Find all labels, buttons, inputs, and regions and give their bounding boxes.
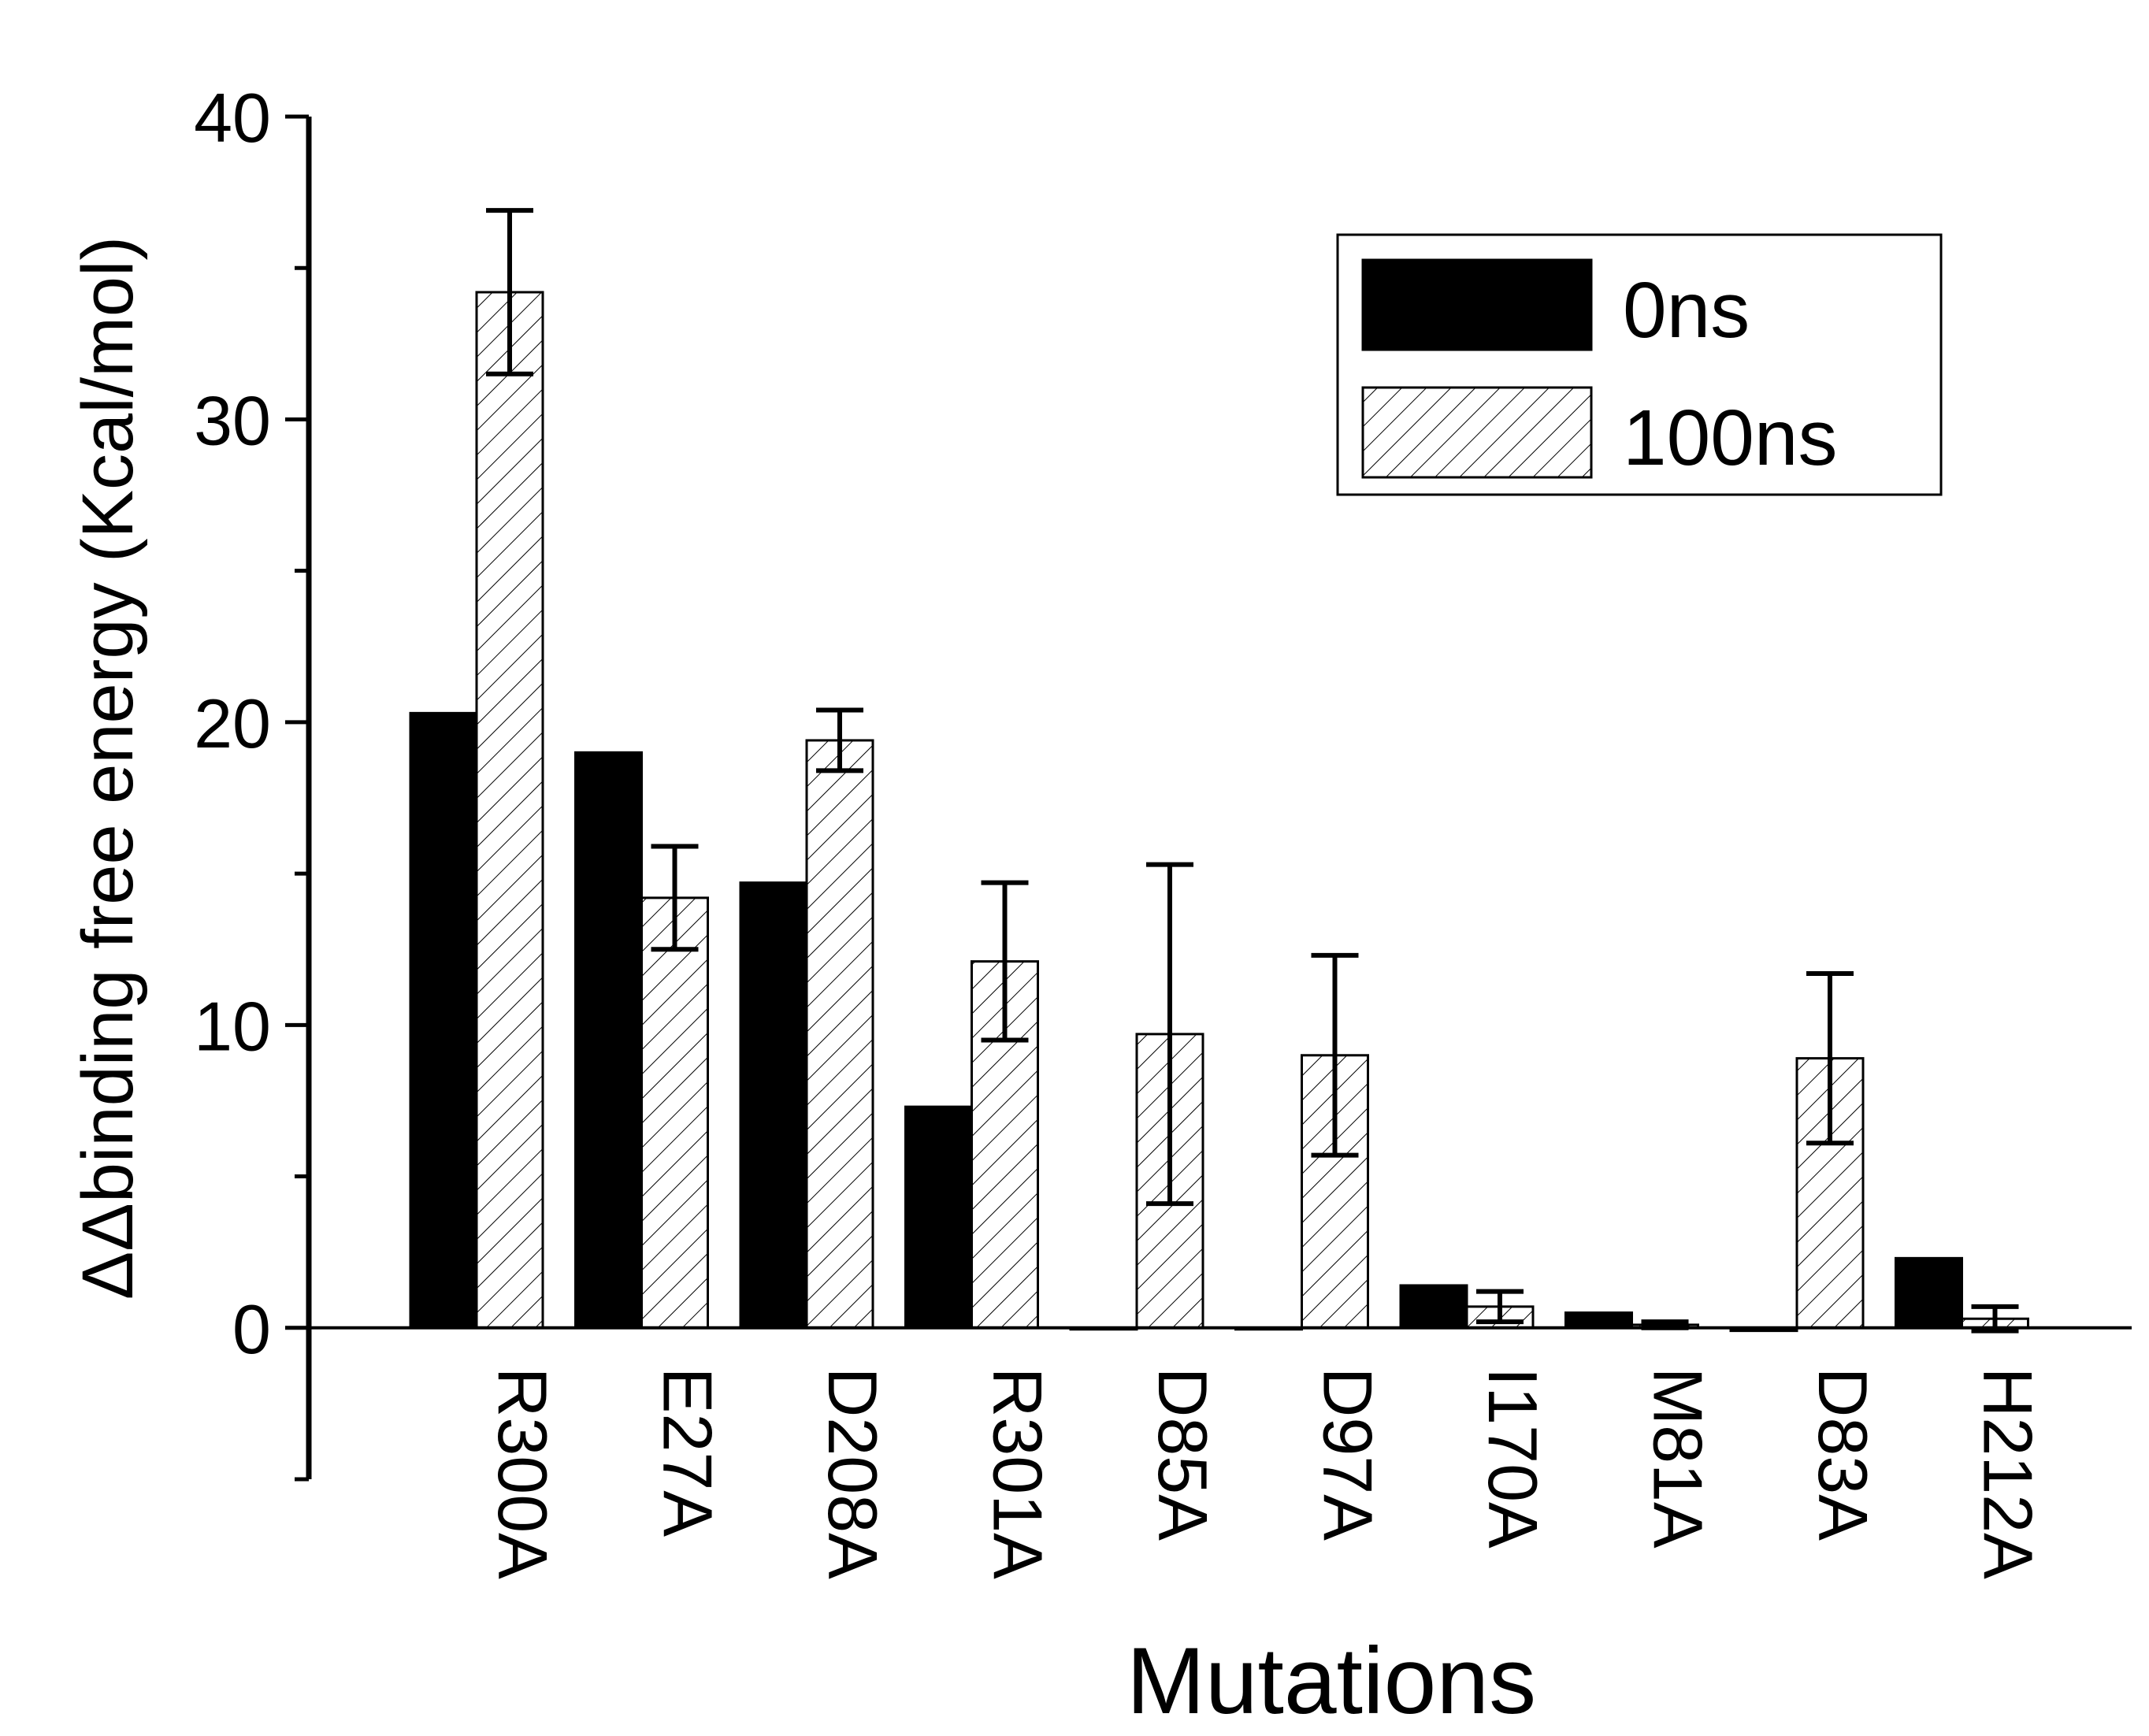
legend-label-0ns: 0ns xyxy=(1623,266,1750,354)
y-tick-label: 0 xyxy=(232,1290,271,1368)
bar-0ns-R301A xyxy=(904,1105,973,1330)
y-tick-label: 40 xyxy=(194,79,271,157)
bar-0ns-I170A xyxy=(1399,1284,1468,1330)
bar-0ns-D85A xyxy=(1069,1326,1138,1331)
y-axis-label: ΔΔbinding free energy (Kcal/mol) xyxy=(68,236,148,1300)
bar-100ns-R300A xyxy=(475,291,544,1330)
x-tick-label-R301A: R301A xyxy=(979,1367,1057,1579)
legend-label-100ns: 100ns xyxy=(1623,394,1837,482)
plot-area: 0 10 20 30 40 R300A E27A D208A R301A D85A D97A I170… xyxy=(194,79,2132,1579)
x-tick-label-D97A: D97A xyxy=(1309,1367,1387,1541)
bar-0ns-M81A xyxy=(1564,1311,1633,1330)
y-tick-label: 30 xyxy=(194,381,271,459)
bar-0ns-R300A xyxy=(409,711,478,1330)
bar-0ns-D208A xyxy=(739,881,808,1330)
x-tick-label-R300A: R300A xyxy=(484,1367,562,1579)
y-tick-label: 10 xyxy=(194,987,271,1065)
bar-0ns-E27A xyxy=(574,751,643,1330)
x-tick-label-D85A: D85A xyxy=(1144,1367,1222,1541)
x-tick-label-E27A: E27A xyxy=(649,1367,727,1538)
y-tick-label: 20 xyxy=(194,684,271,762)
x-tick-label-H212A: H212A xyxy=(1969,1367,2047,1579)
bar-100ns-D208A xyxy=(805,739,874,1330)
bar-0ns-D83A xyxy=(1729,1326,1798,1333)
legend-swatch-100ns xyxy=(1361,386,1593,479)
bar-0ns-D97A xyxy=(1234,1326,1303,1331)
legend: 0ns 100ns xyxy=(1336,233,1943,496)
x-tick-label-M81A: M81A xyxy=(1639,1367,1717,1549)
x-tick-label-D208A: D208A xyxy=(814,1367,892,1579)
x-tick-label-D83A: D83A xyxy=(1804,1367,1882,1541)
x-tick-label-I170A: I170A xyxy=(1474,1367,1552,1549)
legend-swatch-0ns xyxy=(1361,258,1593,351)
bar-0ns-H212A xyxy=(1895,1256,1963,1330)
x-axis-label: Mutations xyxy=(1126,1628,1536,1734)
bar-100ns-E27A xyxy=(640,896,709,1330)
